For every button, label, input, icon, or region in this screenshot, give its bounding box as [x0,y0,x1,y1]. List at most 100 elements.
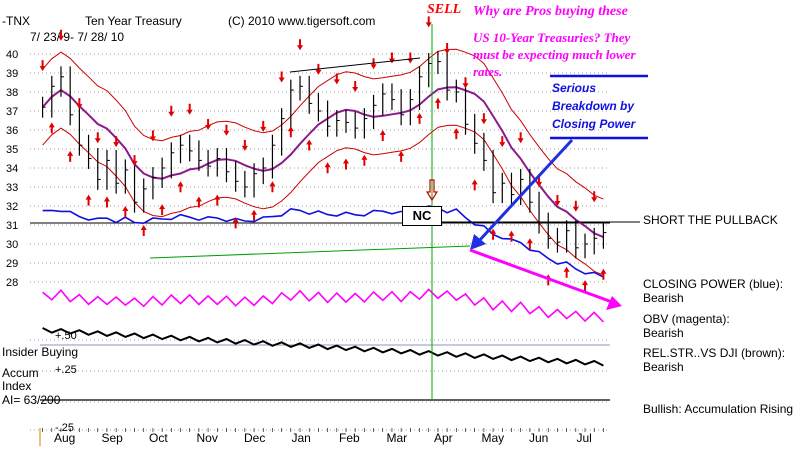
x-tick-label: May [482,431,505,445]
sell-arrow [425,16,432,28]
y-tick-label: 28 [6,277,18,289]
insider-buying-label: Insider Buying [2,345,79,359]
sell-arrow [39,60,46,72]
sell-arrow [517,132,524,144]
y-tick-label: 32 [6,201,18,213]
y-tick-label: 29 [6,258,18,270]
buy-arrow [563,266,570,278]
sell-label: SELL [427,2,462,17]
breakdown-line-1: Serious [552,81,597,95]
x-tick-label: Jun [529,431,548,445]
y-tick-label: 31 [6,220,18,232]
y-tick-label: 37 [6,106,18,118]
buy-arrow [526,238,533,250]
sell-arrow [572,200,579,212]
sell-arrow [131,155,138,167]
sell-arrow [554,195,561,206]
buy-arrow [600,268,607,280]
level-plus25: +.25 [55,364,77,376]
y-tick-label: 33 [6,182,18,194]
buy-arrow [67,150,74,162]
sell-arrow [333,73,340,85]
x-tick-label: Aug [54,431,75,445]
grid [30,53,610,431]
sell-arrow [205,119,212,130]
question-line-2: US 10-Year Treasuries? They [473,30,631,45]
buy-arrow [214,194,221,206]
sell-arrow [241,139,248,151]
x-tick-label: Mar [387,431,408,445]
y-tick-label: 39 [6,68,18,80]
x-axis: Aug Sep Oct Nov Dec Jan Feb Mar Apr May Jun Jul [39,428,604,446]
sell-arrow [370,58,377,70]
sell-arrow [223,124,230,136]
x-tick-label: Oct [149,431,168,445]
breakdown-arrow-shaft [476,138,574,244]
x-tick-label: Dec [244,431,265,445]
buy-arrow [177,181,184,193]
accum-label-1: Accum [2,366,39,380]
obv-title: OBV (magenta): [643,312,730,326]
x-tick-label: Apr [434,431,453,445]
buy-arrow [434,97,441,109]
buy-arrow [287,126,294,138]
sell-arrow [168,105,175,117]
buy-arrow [306,139,313,151]
buy-arrow [361,154,368,166]
chart-title: Ten Year Treasury [85,14,182,28]
y-tick-label: 40 [6,49,18,61]
buy-arrow [103,196,110,208]
lower-band [42,124,604,276]
support-trendline [149,245,471,259]
breakdown-arrow-head [470,234,486,250]
closing-power-status: Bearish [643,291,684,305]
sell-arrow [186,103,193,115]
date-range-label: 7/ 23/ 9- 7/ 28/ 10 [30,30,125,44]
ai-value-label: AI= 63/200 [2,393,61,407]
y-tick-label: 38 [6,87,18,99]
sell-arrow [536,176,543,187]
sell-arrow [260,120,267,132]
breakdown-line-2: Breakdown by [552,99,635,113]
sell-arrow [591,191,598,203]
price-bars [41,51,607,259]
buy-arrow [582,280,589,292]
buy-arrow [342,158,349,170]
copyright-label: (C) 2010 www.tigersoft.com [228,14,376,28]
upper-band [42,48,604,200]
moving-average [41,86,604,239]
buy-arrow [122,206,129,217]
sell-arrow [444,43,451,54]
question-line-4: rates. [473,64,503,79]
buy-arrow [398,150,405,162]
question-line-3: must be expecting much lower [473,47,636,62]
resistance-trendline [289,57,421,73]
sell-arrow [57,29,64,41]
sell-arrow [499,136,506,148]
buy-arrow [251,209,258,221]
x-tick-label: Nov [197,431,218,445]
buy-arrow [232,217,239,229]
buy-arrow [159,204,166,216]
bollinger-bands [41,48,604,276]
buy-arrow [471,179,478,191]
x-tick-label: Jul [577,431,592,445]
y-axis: 40 39 38 37 36 35 34 33 32 31 30 29 28 [6,49,18,289]
relstr-title: REL.STR..VS DJI (brown): [643,346,786,360]
buy-arrow [324,162,331,174]
breakdown-line-3: Closing Power [552,117,636,131]
sell-arrow [94,132,101,144]
sell-arrow [76,98,83,110]
x-tick-label: Jan [292,431,311,445]
relstr-status: Bearish [643,360,684,374]
closing-power-line [42,205,604,278]
buy-arrow [416,112,423,124]
buy-arrow [508,230,515,242]
sell-arrow [278,71,285,83]
sell-arrow [113,136,120,148]
x-tick-label: Feb [339,431,360,445]
decline-arrow-head [606,296,622,310]
ticker-label: -TNX [2,14,30,28]
sell-down-arrow [425,179,439,202]
buy-arrow [48,122,55,134]
